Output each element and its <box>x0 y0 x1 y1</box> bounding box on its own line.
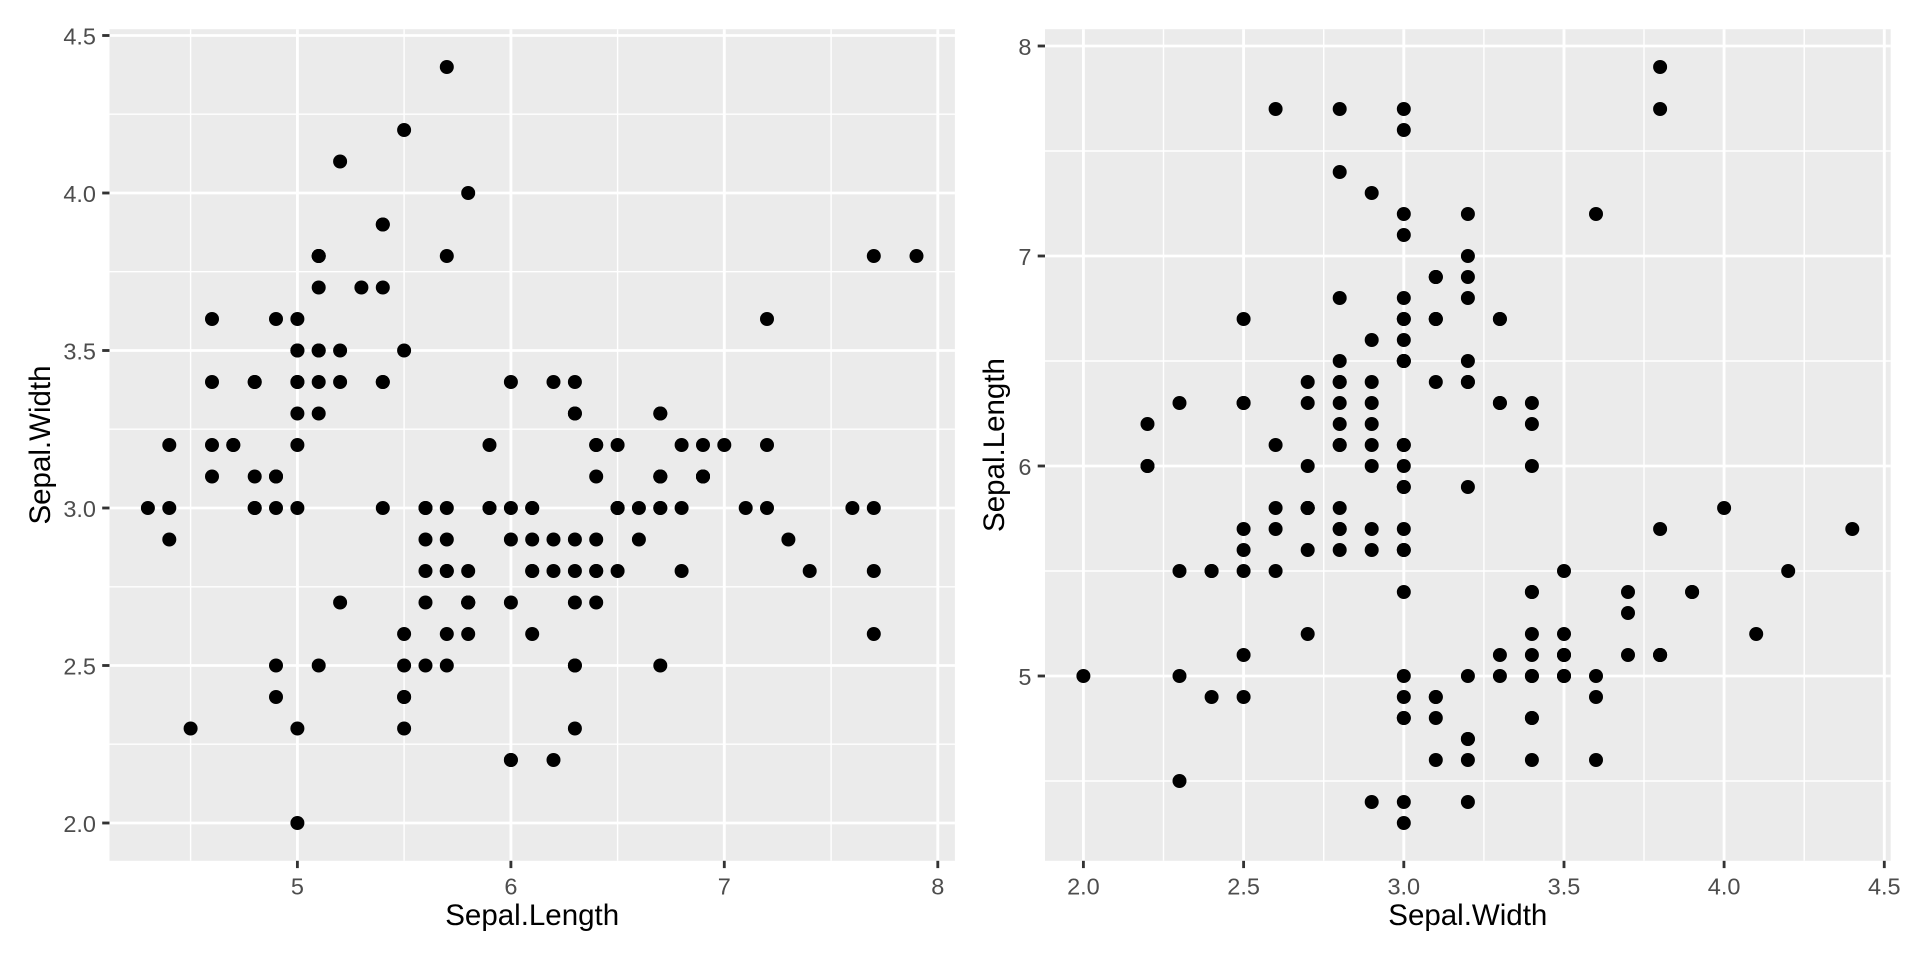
svg-text:3.5: 3.5 <box>1548 874 1581 900</box>
svg-text:2.0: 2.0 <box>63 811 96 837</box>
svg-text:2.0: 2.0 <box>1067 874 1100 900</box>
svg-text:6: 6 <box>1018 454 1031 480</box>
svg-text:7: 7 <box>1018 244 1031 270</box>
svg-text:4.0: 4.0 <box>63 181 96 207</box>
svg-text:5: 5 <box>291 874 304 900</box>
svg-text:2.5: 2.5 <box>63 654 96 680</box>
svg-text:3.0: 3.0 <box>63 496 96 522</box>
svg-text:3.0: 3.0 <box>1387 874 1420 900</box>
svg-text:Sepal.Length: Sepal.Length <box>978 358 1011 532</box>
svg-text:4.5: 4.5 <box>63 24 96 50</box>
svg-text:6: 6 <box>504 874 517 900</box>
svg-text:7: 7 <box>718 874 731 900</box>
svg-text:4.0: 4.0 <box>1708 874 1741 900</box>
svg-text:4.5: 4.5 <box>1868 874 1901 900</box>
svg-text:Sepal.Width: Sepal.Width <box>1388 899 1547 932</box>
svg-text:3.5: 3.5 <box>63 339 96 365</box>
svg-text:Sepal.Length: Sepal.Length <box>445 899 619 932</box>
svg-text:2.5: 2.5 <box>1227 874 1260 900</box>
svg-text:Sepal.Width: Sepal.Width <box>24 365 57 524</box>
svg-text:5: 5 <box>1018 664 1031 690</box>
svg-text:8: 8 <box>931 874 944 900</box>
svg-text:8: 8 <box>1018 34 1031 60</box>
